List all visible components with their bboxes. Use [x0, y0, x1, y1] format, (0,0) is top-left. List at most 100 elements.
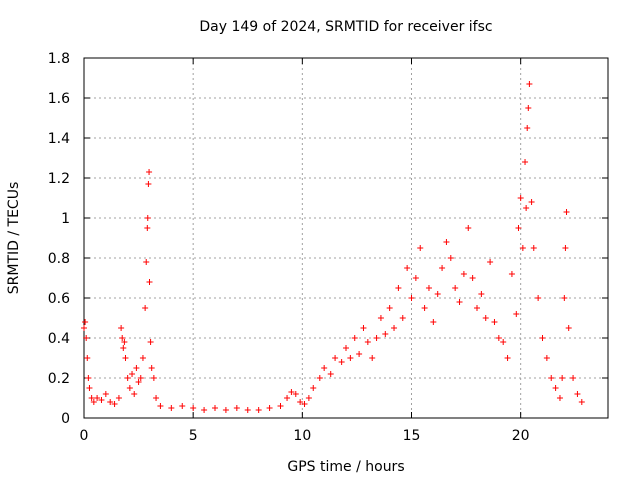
data-point [145, 181, 152, 187]
data-point [495, 335, 502, 341]
data-point [316, 375, 323, 381]
data-point [115, 395, 122, 401]
x-tick-label: 15 [403, 428, 421, 444]
data-point [83, 335, 90, 341]
chart-title: Day 149 of 2024, SRMTID for receiver ifs… [199, 19, 492, 35]
data-point [434, 291, 441, 297]
data-point [404, 265, 411, 271]
data-point [478, 291, 485, 297]
data-point [94, 395, 101, 401]
data-point [124, 375, 131, 381]
data-point [201, 407, 208, 413]
data-point [90, 399, 97, 405]
data-point [190, 405, 197, 411]
data-point [539, 335, 546, 341]
data-point [556, 395, 563, 401]
data-point [574, 391, 581, 397]
y-tick-label: 1.6 [48, 91, 70, 107]
data-point [85, 375, 92, 381]
data-point [535, 295, 542, 301]
data-point [135, 379, 142, 385]
data-point [523, 205, 530, 211]
data-point [347, 355, 354, 361]
data-point [168, 405, 175, 411]
data-point [98, 397, 105, 403]
data-point [88, 395, 95, 401]
data-point [513, 311, 520, 317]
data-point [395, 285, 402, 291]
x-tick-label: 10 [293, 428, 311, 444]
data-point [562, 245, 569, 251]
data-point [517, 195, 524, 201]
data-point [439, 265, 446, 271]
data-point [399, 315, 406, 321]
data-point [364, 339, 371, 345]
data-point [297, 399, 304, 405]
data-point [508, 271, 515, 277]
data-point [157, 403, 164, 409]
x-tick-label: 5 [189, 428, 198, 444]
data-point [122, 355, 129, 361]
data-point [552, 385, 559, 391]
data-point [443, 239, 450, 245]
data-point [474, 305, 480, 311]
data-point [143, 259, 150, 265]
data-point [84, 355, 91, 361]
data-point [144, 215, 151, 221]
data-point [212, 405, 218, 411]
data-point [284, 395, 291, 401]
data-point [147, 339, 154, 345]
data-point [369, 355, 376, 361]
data-point [525, 105, 532, 111]
data-point [146, 169, 153, 175]
y-tick-label: 0.4 [48, 331, 70, 347]
data-point [338, 359, 345, 365]
data-point [301, 401, 308, 407]
data-point [356, 351, 363, 357]
data-point [515, 225, 522, 231]
data-point [386, 305, 393, 311]
data-point [522, 159, 529, 165]
y-axis-label: SRMTID / TECUs [6, 182, 22, 295]
data-point [452, 285, 459, 291]
y-tick-label: 0.8 [48, 251, 70, 267]
data-point [133, 365, 140, 371]
y-tick-label: 0.2 [48, 371, 70, 387]
data-point [543, 355, 550, 361]
data-point [360, 325, 367, 331]
data-point [465, 225, 472, 231]
data-point [305, 395, 312, 401]
x-tick-label: 0 [80, 428, 89, 444]
data-point [482, 315, 489, 321]
data-point [121, 339, 128, 345]
data-point [111, 401, 118, 407]
data-point [391, 325, 398, 331]
data-point [382, 331, 389, 337]
data-point [421, 305, 428, 311]
tick-labels: 0 0.2 0.4 0.6 0.8 1 1.2 1.4 1.6 1.8 0 5 10 15 20 [48, 51, 530, 444]
data-point [578, 399, 585, 405]
data-point [150, 375, 157, 381]
data-point [292, 391, 299, 397]
data-point [119, 335, 126, 341]
data-point [146, 279, 153, 285]
data-point [519, 245, 526, 251]
data-point [107, 399, 114, 405]
y-tick-label: 1.4 [48, 131, 70, 147]
data-point [153, 395, 160, 401]
data-point [528, 199, 535, 205]
data-point [412, 275, 419, 281]
data-point [129, 371, 136, 377]
data-point [373, 335, 380, 341]
y-tick-label: 0 [61, 411, 70, 427]
data-point [142, 305, 149, 311]
data-point [526, 81, 533, 87]
data-point [144, 225, 151, 231]
data-point [425, 285, 432, 291]
x-tick-label: 20 [512, 428, 530, 444]
data-point [139, 355, 146, 361]
data-point [118, 325, 125, 331]
data-point [456, 299, 463, 305]
